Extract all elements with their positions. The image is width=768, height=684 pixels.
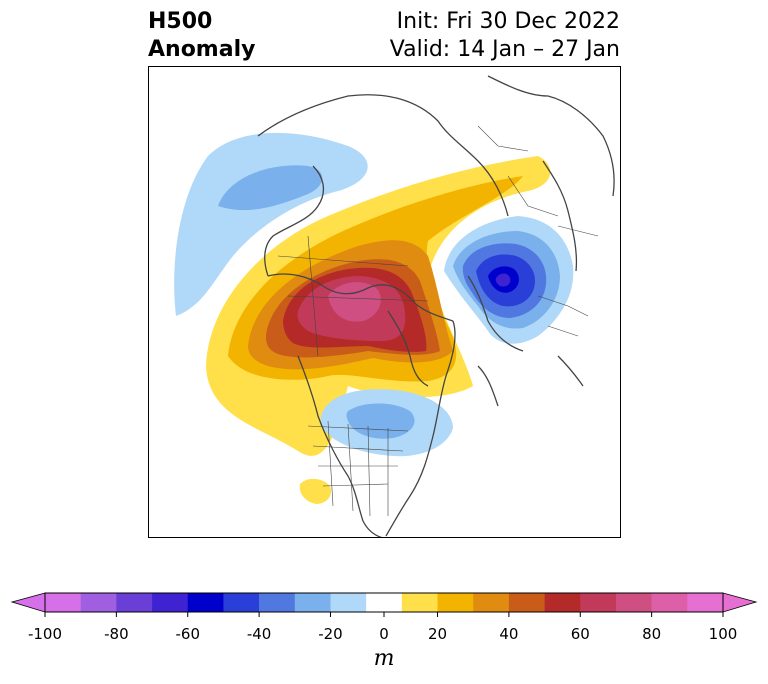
title-line-2: Anomaly	[148, 37, 256, 62]
colorbar-cell	[223, 593, 260, 612]
colorbar-cell	[544, 593, 581, 612]
colorbar-tick-label: 0	[379, 625, 389, 643]
colorbar-cells	[45, 593, 724, 612]
colorbar-tick-label: -20	[318, 625, 343, 643]
colorbar-cell	[330, 593, 367, 612]
colorbar-ticks	[44, 612, 724, 617]
colorbar-cell	[580, 593, 617, 612]
init-label: Init: Fri 30 Dec 2022	[396, 9, 620, 34]
title-line-1: H500	[148, 9, 213, 34]
colorbar-cell	[366, 593, 403, 612]
coastlines	[257, 75, 615, 538]
colorbar-tick-label: 20	[427, 625, 448, 643]
colorbar-cell	[651, 593, 688, 612]
colorbar-cell	[152, 593, 189, 612]
colorbar-cell	[473, 593, 510, 612]
colorbar-cell	[437, 593, 474, 612]
negative-anomaly-europe	[444, 216, 574, 344]
colorbar-tick-label: -100	[27, 625, 63, 643]
colorbar-unit-label: m	[373, 646, 395, 671]
colorbar-over-arrow	[722, 592, 758, 613]
colorbar-tick-label: -40	[246, 625, 272, 643]
valid-period: Init: Fri 30 Dec 2022 Valid: 14 Jan – 27…	[390, 8, 620, 64]
colorbar-cell	[508, 593, 545, 612]
colorbar-cell	[615, 593, 652, 612]
colorbar-tick-label: 40	[499, 625, 519, 643]
colorbar-tick-label: -80	[104, 625, 129, 643]
positive-anomaly-ridge	[206, 156, 551, 456]
colorbar-under-arrow	[10, 592, 46, 613]
negative-anomaly-bering	[174, 132, 368, 316]
colorbar-tick-label: 80	[642, 625, 662, 643]
valid-label: Valid: 14 Jan – 27 Jan	[389, 37, 620, 62]
political-borders	[277, 125, 599, 517]
colorbar-tick-label: -60	[175, 625, 200, 643]
colorbar-cell	[116, 593, 153, 612]
colorbar-cell	[80, 593, 117, 612]
colorbar-tick-label: 60	[570, 625, 590, 643]
negative-anomaly-conus	[320, 389, 453, 457]
map-title: H500 Anomaly	[148, 8, 255, 64]
colorbar-tick-label: 100	[708, 625, 738, 643]
colorbar-cell	[294, 593, 331, 612]
positive-anomaly-mexico	[299, 478, 332, 504]
colorbar-cell	[401, 593, 438, 612]
colorbar-cell	[687, 593, 724, 612]
colorbar	[10, 592, 758, 617]
anomaly-map	[148, 66, 621, 538]
colorbar-cell	[187, 593, 224, 612]
colorbar-cell	[45, 593, 81, 612]
colorbar-cell	[259, 593, 296, 612]
